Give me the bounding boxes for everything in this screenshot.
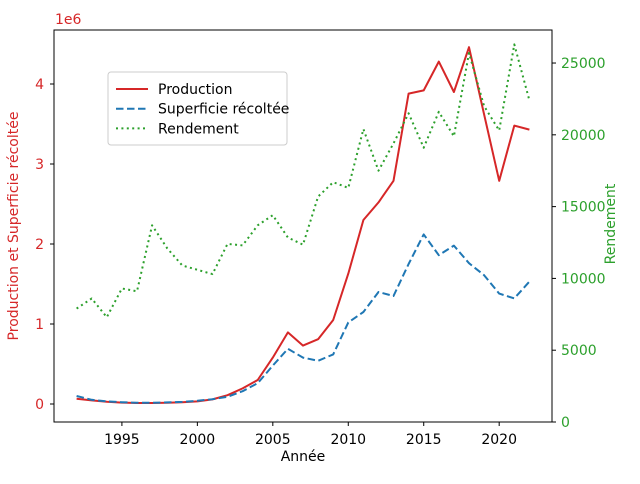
left-tick-label: 0 [35,397,44,413]
x-axis-label: Année [281,449,326,465]
legend-item-superficie-r-colt-e: Superficie récoltée [116,102,289,118]
legend-box [107,71,288,146]
right-tick-label: 10000 [561,271,606,287]
plot-spines [53,29,553,423]
legend-item-production: Production [116,82,232,98]
x-tick-label: 2015 [406,432,442,448]
right-tick-label: 0 [561,415,570,431]
ticks-group: 1995 2000 2005 2010 2015 2020 0 1 2 3 4 0 5000 10000 1… [35,56,605,448]
right-tick-label: 25000 [561,56,606,72]
x-tick-label: 2005 [255,432,291,448]
right-tick-label: 20000 [561,128,606,144]
left-y-axis-label: Production et Superficie récoltée [6,112,22,341]
x-tick-label: 2010 [330,432,366,448]
legend-label: Rendement [158,121,239,137]
right-tick-label: 5000 [561,343,597,359]
axis-offset-text: 1e6 [55,12,82,28]
superficie-r-colt-e-line [76,233,531,404]
production-line [76,46,530,404]
x-tick-label: 1995 [104,432,140,448]
x-tick-label: 2000 [180,432,216,448]
x-tick-label: 2020 [481,432,517,448]
legend-label: Production [158,82,232,98]
right-y-axis-label: Rendement [603,183,619,264]
left-tick-label: 1 [35,317,44,333]
left-tick-label: 4 [35,77,44,93]
left-tick-label: 2 [35,237,44,253]
series-group [76,43,531,404]
right-tick-label: 15000 [561,200,606,216]
legend: Production Superficie récoltée Rendement [107,71,289,146]
left-tick-label: 3 [35,157,44,173]
legend-item-rendement: Rendement [116,121,239,137]
rendement-line [76,43,531,319]
legend-label: Superficie récoltée [158,102,289,118]
